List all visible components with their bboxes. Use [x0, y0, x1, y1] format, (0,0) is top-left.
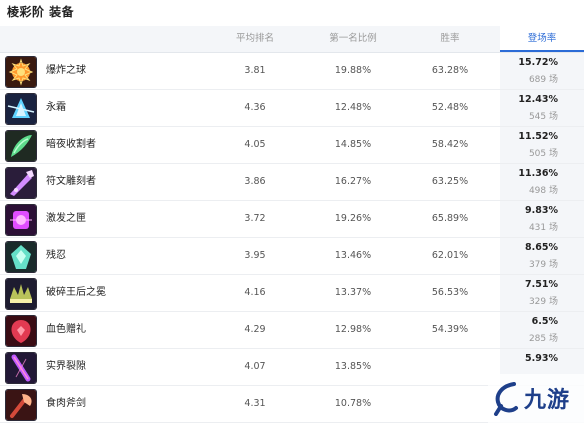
table-row[interactable]: 爆炸之球 3.81 19.88% 63.28% 15.72% 689 场: [0, 53, 584, 90]
table-row[interactable]: 永霜 4.36 12.48% 52.48% 12.43% 545 场: [0, 90, 584, 127]
table-row[interactable]: 残忍 3.95 13.46% 62.01% 8.65% 379 场: [0, 238, 584, 275]
win-rate-value: 54.39%: [431, 324, 469, 335]
pick-rate-value: 6.5%: [531, 316, 558, 327]
everfrost-icon: [5, 93, 37, 125]
pick-rate-value: 8.65%: [525, 242, 558, 253]
pick-rate-cell: 8.65% 379 场: [500, 238, 584, 274]
avg-rank-value: 4.07: [244, 361, 266, 372]
win-rate-value: 52.48%: [431, 102, 469, 113]
item-name: 食肉斧剑: [46, 398, 86, 409]
win-rate-value: 63.28%: [431, 65, 469, 76]
table-row[interactable]: 破碎王后之冕 4.16 13.37% 56.53% 7.51% 329 场: [0, 275, 584, 312]
pick-rate-value: 12.43%: [518, 94, 558, 105]
table-row[interactable]: 暗夜收割者 4.05 14.85% 58.42% 11.52% 505 场: [0, 127, 584, 164]
header-first-rate[interactable]: 第一名比例: [329, 33, 377, 44]
first-rate-value: 19.88%: [334, 65, 372, 76]
pick-rate-cell: 7.51% 329 场: [500, 275, 584, 311]
avg-rank-value: 4.36: [244, 102, 266, 113]
games-count: 379 场: [528, 260, 558, 270]
item-name: 符文雕刻者: [46, 176, 96, 187]
win-rate-value: 56.53%: [431, 287, 469, 298]
pick-rate-cell: 9.83% 431 场: [500, 201, 584, 237]
first-rate-value: 10.78%: [334, 398, 372, 409]
cruelty-icon: [5, 241, 37, 273]
header-win-rate[interactable]: 胜率: [440, 33, 460, 44]
games-count: 431 场: [528, 223, 558, 233]
avg-rank-value: 3.86: [244, 176, 266, 187]
blood-gift-icon: [5, 315, 37, 347]
item-name: 血色赠礼: [46, 324, 86, 335]
first-rate-value: 12.48%: [334, 102, 372, 113]
gambit-case-icon: [5, 204, 37, 236]
pick-rate-value: 15.72%: [518, 57, 558, 68]
watermark-text: 九游: [524, 388, 571, 413]
pick-rate-value: 5.93%: [525, 353, 558, 364]
games-count: 498 场: [528, 186, 558, 196]
table-row[interactable]: 激发之匣 3.72 19.26% 65.89% 9.83% 431 场: [0, 201, 584, 238]
table-row[interactable]: 实界裂隙 4.07 13.85% 5.93%: [0, 349, 584, 386]
shattered-queen-crown-icon: [5, 278, 37, 310]
item-stats-table: 平均排名 第一名比例 胜率 登场率 爆炸之球 3.81 19.88% 63.28% 15…: [0, 26, 584, 423]
item-name: 残忍: [46, 250, 66, 261]
first-rate-value: 13.46%: [334, 250, 372, 261]
pick-rate-cell: 11.52% 505 场: [500, 127, 584, 163]
pick-rate-value: 7.51%: [525, 279, 558, 290]
win-rate-value: 63.25%: [431, 176, 469, 187]
header-pick-rate[interactable]: 登场率: [500, 26, 584, 52]
pick-rate-cell: 12.43% 545 场: [500, 90, 584, 126]
carnivorous-axe-icon: [5, 389, 37, 421]
reality-fracture-icon: [5, 352, 37, 384]
pick-rate-value: 11.36%: [518, 168, 558, 179]
pick-rate-cell: 6.5% 285 场: [500, 312, 584, 348]
games-count: 545 场: [528, 112, 558, 122]
pick-rate-value: 11.52%: [518, 131, 558, 142]
item-name: 破碎王后之冕: [46, 287, 106, 298]
avg-rank-value: 3.95: [244, 250, 266, 261]
games-count: 285 场: [528, 334, 558, 344]
page-title: 棱彩阶 装备: [7, 5, 75, 19]
win-rate-value: 65.89%: [431, 213, 469, 224]
avg-rank-value: 3.81: [244, 65, 266, 76]
table-header: 平均排名 第一名比例 胜率 登场率: [0, 26, 584, 53]
item-name: 实界裂隙: [46, 361, 86, 372]
explosive-orb-icon: [5, 56, 37, 88]
first-rate-value: 14.85%: [334, 139, 372, 150]
first-rate-value: 19.26%: [334, 213, 372, 224]
first-rate-value: 13.85%: [334, 361, 372, 372]
watermark: 九游: [488, 374, 584, 424]
item-name: 永霜: [46, 102, 66, 113]
avg-rank-value: 3.72: [244, 213, 266, 224]
first-rate-value: 12.98%: [334, 324, 372, 335]
win-rate-value: 58.42%: [431, 139, 469, 150]
avg-rank-value: 4.31: [244, 398, 266, 409]
first-rate-value: 13.37%: [334, 287, 372, 298]
item-name: 爆炸之球: [46, 65, 86, 76]
table-row[interactable]: 符文雕刻者 3.86 16.27% 63.25% 11.36% 498 场: [0, 164, 584, 201]
win-rate-value: 62.01%: [431, 250, 469, 261]
nine-game-logo-icon: [494, 382, 518, 416]
night-harvester-icon: [5, 130, 37, 162]
runecarver-icon: [5, 167, 37, 199]
games-count: 329 场: [528, 297, 558, 307]
table-body: 爆炸之球 3.81 19.88% 63.28% 15.72% 689 场永霜 4.36 12.…: [0, 53, 584, 423]
games-count: 689 场: [528, 75, 558, 85]
pick-rate-value: 9.83%: [525, 205, 558, 216]
table-row[interactable]: 血色赠礼 4.29 12.98% 54.39% 6.5% 285 场: [0, 312, 584, 349]
header-avg-rank[interactable]: 平均排名: [235, 33, 274, 44]
first-rate-value: 16.27%: [334, 176, 372, 187]
item-name: 激发之匣: [46, 213, 86, 224]
item-name: 暗夜收割者: [46, 139, 96, 150]
pick-rate-cell: 15.72% 689 场: [500, 53, 584, 89]
avg-rank-value: 4.05: [244, 139, 266, 150]
games-count: 505 场: [528, 149, 558, 159]
avg-rank-value: 4.16: [244, 287, 266, 298]
pick-rate-cell: 11.36% 498 场: [500, 164, 584, 200]
avg-rank-value: 4.29: [244, 324, 266, 335]
